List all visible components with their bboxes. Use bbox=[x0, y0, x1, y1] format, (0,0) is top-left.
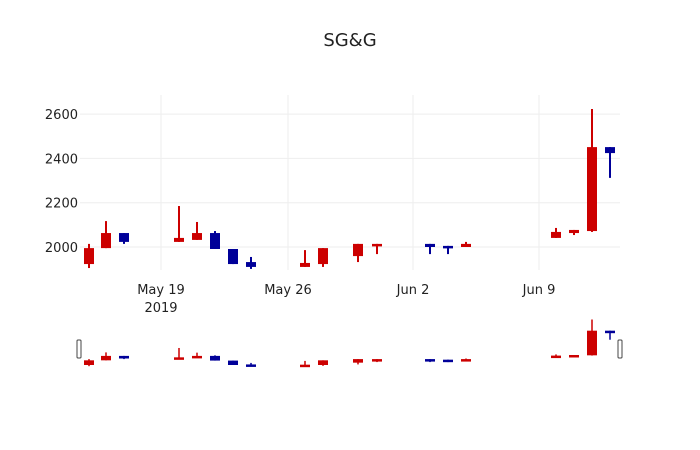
candle[interactable] bbox=[425, 243, 435, 255]
gridlines bbox=[80, 95, 620, 270]
candle[interactable] bbox=[443, 245, 453, 255]
y-tick-label: 2600 bbox=[45, 108, 78, 123]
candle[interactable] bbox=[587, 109, 597, 232]
y-tick-label: 2400 bbox=[45, 152, 78, 167]
candle[interactable] bbox=[605, 147, 615, 178]
range-handle-right[interactable] bbox=[617, 339, 623, 359]
candle[interactable] bbox=[210, 231, 220, 249]
x-tick-label: Jun 9 bbox=[522, 283, 556, 298]
candle[interactable] bbox=[372, 243, 382, 255]
candle[interactable] bbox=[84, 243, 94, 269]
y-tick-label: 2000 bbox=[45, 241, 78, 256]
candle[interactable] bbox=[228, 248, 238, 265]
candle[interactable] bbox=[461, 241, 471, 247]
x-tick-label: May 19 bbox=[137, 283, 185, 298]
candle[interactable] bbox=[101, 221, 111, 249]
candles bbox=[84, 109, 615, 269]
candle[interactable] bbox=[174, 206, 184, 242]
candle[interactable] bbox=[246, 256, 256, 269]
candle[interactable] bbox=[551, 227, 561, 238]
candle[interactable] bbox=[192, 221, 202, 240]
x-tick-label: May 26 bbox=[264, 283, 312, 298]
candle[interactable] bbox=[318, 248, 328, 267]
y-tick-label: 2200 bbox=[45, 197, 78, 212]
candle[interactable] bbox=[119, 233, 129, 244]
chart-title: SG&G bbox=[323, 30, 377, 51]
x-tick-label: 2019 bbox=[144, 301, 177, 316]
candle[interactable] bbox=[353, 243, 363, 263]
x-tick-label: Jun 2 bbox=[396, 283, 430, 298]
range-handle-left[interactable] bbox=[76, 339, 82, 359]
candle[interactable] bbox=[569, 229, 579, 236]
range-slider[interactable] bbox=[84, 319, 615, 368]
candle[interactable] bbox=[300, 250, 310, 267]
